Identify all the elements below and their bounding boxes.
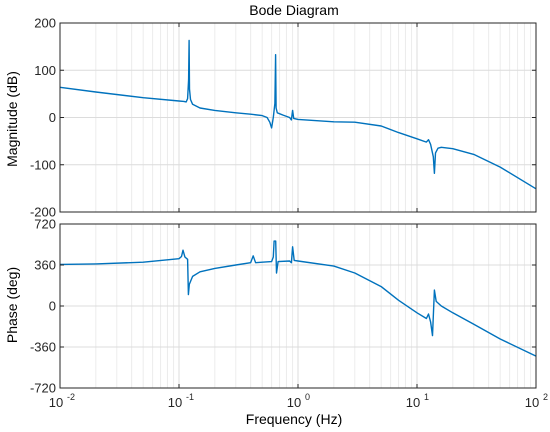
x-tick-exponent: 0 (305, 392, 310, 402)
chart-title: Bode Diagram (249, 2, 339, 18)
x-tick-exponent: 2 (543, 392, 548, 402)
phase-series-line (59, 240, 537, 357)
y-tick-label: 0 (49, 299, 56, 314)
y-tick-label: -200 (30, 205, 56, 220)
magnitude-panel: 200 100 0 -100 -200 (30, 16, 537, 220)
y-tick-label: 200 (34, 16, 56, 31)
y-tick-label: 360 (34, 258, 56, 273)
x-tick-label: 10 (287, 395, 301, 410)
magnitude-series-line (59, 39, 537, 190)
x-tick-label: 10 (168, 395, 182, 410)
y-tick-label: -720 (30, 381, 56, 396)
x-axis-label: Frequency (Hz) (246, 411, 342, 427)
y-tick-label: -360 (30, 340, 56, 355)
x-tick-label: 10 (49, 395, 63, 410)
phase-panel: 720 360 0 -360 -720 (30, 217, 537, 396)
y-tick-label: 720 (34, 217, 56, 232)
x-tick-label: 10 (525, 395, 539, 410)
phase-axis-label: Phase (deg) (4, 267, 20, 343)
y-tick-label: 0 (49, 110, 56, 125)
x-tick-exponent: -2 (67, 392, 75, 402)
y-tick-label: 100 (34, 63, 56, 78)
magnitude-axis-label: Magnitude (dB) (4, 71, 20, 167)
x-tick-exponent: -1 (186, 392, 194, 402)
x-tick-label: 10 (406, 395, 420, 410)
x-tick-exponent: 1 (424, 392, 429, 402)
y-tick-label: -100 (30, 157, 56, 172)
